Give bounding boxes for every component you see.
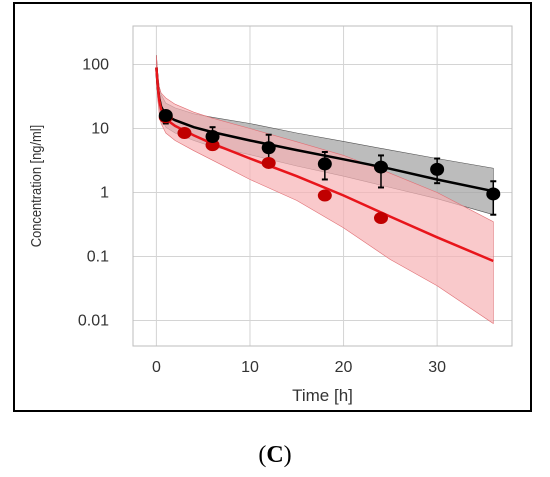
x-tick-label-3: 30 <box>428 359 446 376</box>
y-tick-label-3: 0.1 <box>87 249 109 266</box>
y-tick-label-2: 1 <box>100 185 109 202</box>
black-data-point-2 <box>261 141 276 155</box>
black-data-point-0 <box>158 108 173 122</box>
plot-border <box>132 25 513 347</box>
y-tick-label-4: 0.01 <box>78 313 109 330</box>
y-tick-label-1: 10 <box>91 121 109 138</box>
x-tick-label-1: 10 <box>241 359 259 376</box>
red-data-point-1 <box>177 127 192 140</box>
black-data-point-1 <box>205 130 220 144</box>
black-data-point-3 <box>317 157 332 171</box>
panel-label-letter: C <box>266 442 284 468</box>
x-axis-label: Time [h] <box>292 386 353 405</box>
plot-content <box>155 55 501 325</box>
x-tick-label-2: 20 <box>335 359 353 376</box>
red-prediction-band <box>156 55 494 325</box>
black-data-point-5 <box>430 162 445 176</box>
black-data-point-6 <box>486 187 501 201</box>
panel-label: (C) <box>258 442 292 468</box>
red-data-point-3 <box>261 156 276 169</box>
x-tick-label-0: 0 <box>152 359 161 376</box>
y-tick-label-0: 100 <box>82 57 109 74</box>
y-axis-label: Concentration [ng/ml] <box>27 125 44 247</box>
red-data-point-5 <box>373 212 388 224</box>
red-data-point-4 <box>317 189 332 202</box>
black-data-point-4 <box>373 160 388 174</box>
